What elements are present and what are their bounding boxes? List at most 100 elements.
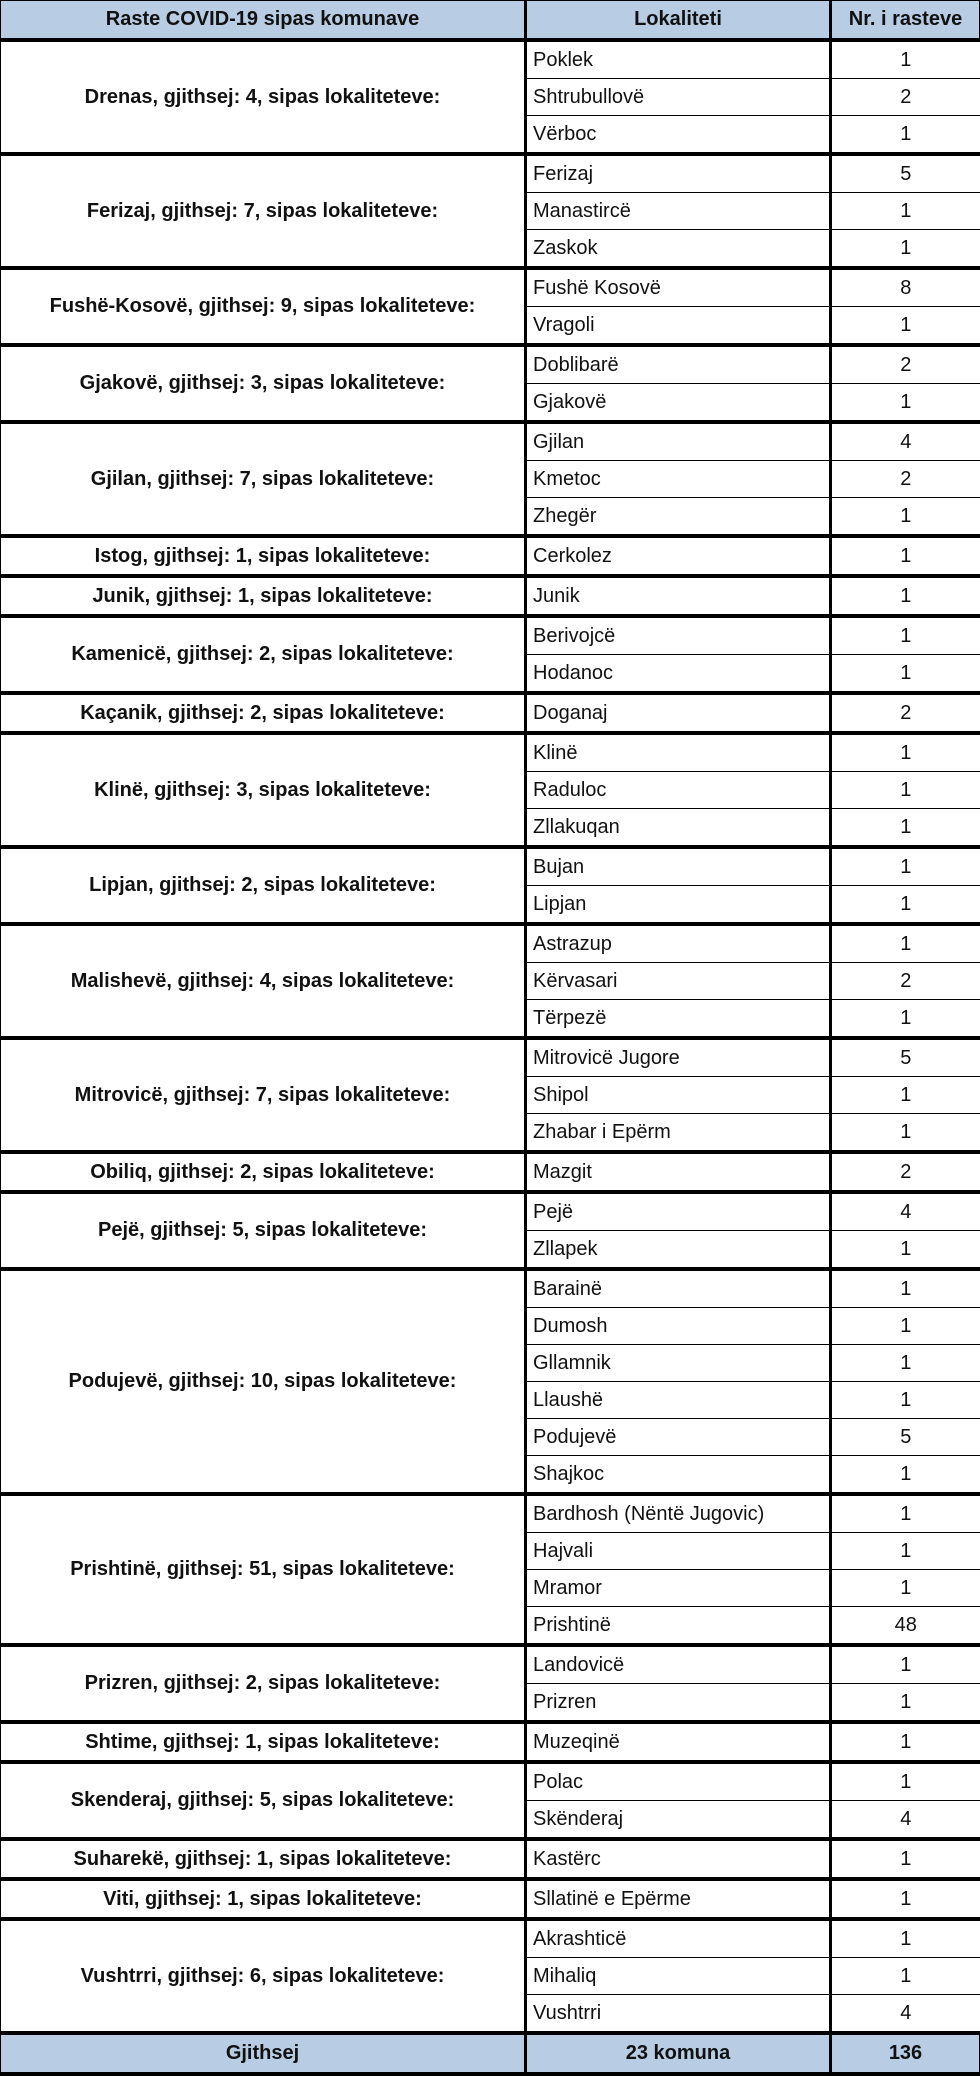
locality-name: Pejë [526, 1192, 831, 1231]
table-row: Prizren, gjithsej: 2, sipas lokaliteteve… [1, 1645, 980, 1684]
municipality-label: Gjilan, gjithsej: 7, sipas lokaliteteve: [1, 422, 526, 536]
case-count: 1 [831, 1684, 980, 1723]
locality-name: Lipjan [526, 886, 831, 925]
total-cases: 136 [831, 2033, 980, 2074]
locality-name: Mramor [526, 1570, 831, 1607]
municipality-label: Shtime, gjithsej: 1, sipas lokaliteteve: [1, 1722, 526, 1762]
case-count: 1 [831, 1839, 980, 1879]
case-count: 2 [831, 461, 980, 498]
locality-name: Hodanoc [526, 655, 831, 694]
locality-name: Sllatinë e Epërme [526, 1879, 831, 1919]
municipality-label: Prizren, gjithsej: 2, sipas lokaliteteve… [1, 1645, 526, 1722]
table-row: Viti, gjithsej: 1, sipas lokaliteteve:Sl… [1, 1879, 980, 1919]
locality-name: Gjakovë [526, 384, 831, 423]
case-count: 5 [831, 1038, 980, 1077]
municipality-label: Lipjan, gjithsej: 2, sipas lokaliteteve: [1, 847, 526, 924]
table-row: Kaçanik, gjithsej: 2, sipas lokaliteteve… [1, 693, 980, 733]
case-count: 1 [831, 1456, 980, 1495]
table-row: Podujevë, gjithsej: 10, sipas lokalitete… [1, 1269, 980, 1308]
table-row: Lipjan, gjithsej: 2, sipas lokaliteteve:… [1, 847, 980, 886]
municipality-label: Prishtinë, gjithsej: 51, sipas lokalitet… [1, 1494, 526, 1645]
case-count: 1 [831, 230, 980, 269]
municipality-label: Obiliq, gjithsej: 2, sipas lokaliteteve: [1, 1152, 526, 1192]
locality-name: Dumosh [526, 1308, 831, 1345]
case-count: 8 [831, 268, 980, 307]
locality-name: Landovicë [526, 1645, 831, 1684]
case-count: 1 [831, 1645, 980, 1684]
locality-name: Bardhosh (Nëntë Jugovic) [526, 1494, 831, 1533]
case-count: 1 [831, 1570, 980, 1607]
table-row: Shtime, gjithsej: 1, sipas lokaliteteve:… [1, 1722, 980, 1762]
locality-name: Zaskok [526, 230, 831, 269]
locality-name: Raduloc [526, 772, 831, 809]
table-row: Vushtrri, gjithsej: 6, sipas lokalitetev… [1, 1919, 980, 1958]
locality-name: Zllakuqan [526, 809, 831, 848]
locality-name: Poklek [526, 40, 831, 79]
locality-name: Gllamnik [526, 1345, 831, 1382]
table-row: Junik, gjithsej: 1, sipas lokaliteteve:J… [1, 576, 980, 616]
total-label: Gjithsej [1, 2033, 526, 2074]
table-row: Malishevë, gjithsej: 4, sipas lokalitete… [1, 924, 980, 963]
locality-name: Klinë [526, 733, 831, 772]
locality-name: Vragoli [526, 307, 831, 346]
locality-name: Polac [526, 1762, 831, 1801]
municipality-label: Viti, gjithsej: 1, sipas lokaliteteve: [1, 1879, 526, 1919]
table-row: Skenderaj, gjithsej: 5, sipas lokalitete… [1, 1762, 980, 1801]
case-count: 1 [831, 193, 980, 230]
case-count: 1 [831, 1077, 980, 1114]
locality-name: Shtrubullovë [526, 79, 831, 116]
municipality-label: Suharekë, gjithsej: 1, sipas lokalitetev… [1, 1839, 526, 1879]
municipality-label: Istog, gjithsej: 1, sipas lokaliteteve: [1, 536, 526, 576]
case-count: 1 [831, 924, 980, 963]
locality-name: Akrashticë [526, 1919, 831, 1958]
case-count: 4 [831, 1995, 980, 2034]
table-row: Drenas, gjithsej: 4, sipas lokaliteteve:… [1, 40, 980, 79]
total-row: Gjithsej 23 komuna 136 [1, 2033, 980, 2074]
case-count: 1 [831, 1231, 980, 1270]
header-case-count: Nr. i rasteve [831, 1, 980, 41]
case-count: 2 [831, 345, 980, 384]
locality-name: Mitrovicë Jugore [526, 1038, 831, 1077]
municipality-label: Mitrovicë, gjithsej: 7, sipas lokalitete… [1, 1038, 526, 1152]
municipality-label: Podujevë, gjithsej: 10, sipas lokalitete… [1, 1269, 526, 1494]
municipality-label: Fushë-Kosovë, gjithsej: 9, sipas lokalit… [1, 268, 526, 345]
case-count: 4 [831, 422, 980, 461]
municipality-label: Skenderaj, gjithsej: 5, sipas lokalitete… [1, 1762, 526, 1839]
header-municipality: Raste COVID-19 sipas komunave [1, 1, 526, 41]
table-row: Istog, gjithsej: 1, sipas lokaliteteve:C… [1, 536, 980, 576]
case-count: 1 [831, 772, 980, 809]
case-count: 1 [831, 1919, 980, 1958]
locality-name: Kastërc [526, 1839, 831, 1879]
locality-name: Astrazup [526, 924, 831, 963]
case-count: 1 [831, 1494, 980, 1533]
municipality-label: Klinë, gjithsej: 3, sipas lokaliteteve: [1, 733, 526, 847]
case-count: 1 [831, 1382, 980, 1419]
case-count: 1 [831, 1269, 980, 1308]
locality-name: Mazgit [526, 1152, 831, 1192]
case-count: 5 [831, 1419, 980, 1456]
municipality-label: Vushtrri, gjithsej: 6, sipas lokalitetev… [1, 1919, 526, 2033]
locality-name: Barainë [526, 1269, 831, 1308]
case-count: 1 [831, 1000, 980, 1039]
locality-name: Kërvasari [526, 963, 831, 1000]
case-count: 1 [831, 1879, 980, 1919]
case-count: 1 [831, 1958, 980, 1995]
case-count: 1 [831, 1114, 980, 1153]
locality-name: Prishtinë [526, 1607, 831, 1646]
locality-name: Kmetoc [526, 461, 831, 498]
case-count: 1 [831, 733, 980, 772]
case-count: 5 [831, 154, 980, 193]
locality-name: Doganaj [526, 693, 831, 733]
case-count: 2 [831, 1152, 980, 1192]
case-count: 1 [831, 307, 980, 346]
case-count: 2 [831, 963, 980, 1000]
total-municipalities: 23 komuna [526, 2033, 831, 2074]
municipality-label: Pejë, gjithsej: 5, sipas lokaliteteve: [1, 1192, 526, 1269]
table-row: Fushë-Kosovë, gjithsej: 9, sipas lokalit… [1, 268, 980, 307]
case-count: 1 [831, 576, 980, 616]
municipality-label: Ferizaj, gjithsej: 7, sipas lokaliteteve… [1, 154, 526, 268]
locality-name: Muzeqinë [526, 1722, 831, 1762]
locality-name: Podujevë [526, 1419, 831, 1456]
locality-name: Vërboc [526, 116, 831, 155]
